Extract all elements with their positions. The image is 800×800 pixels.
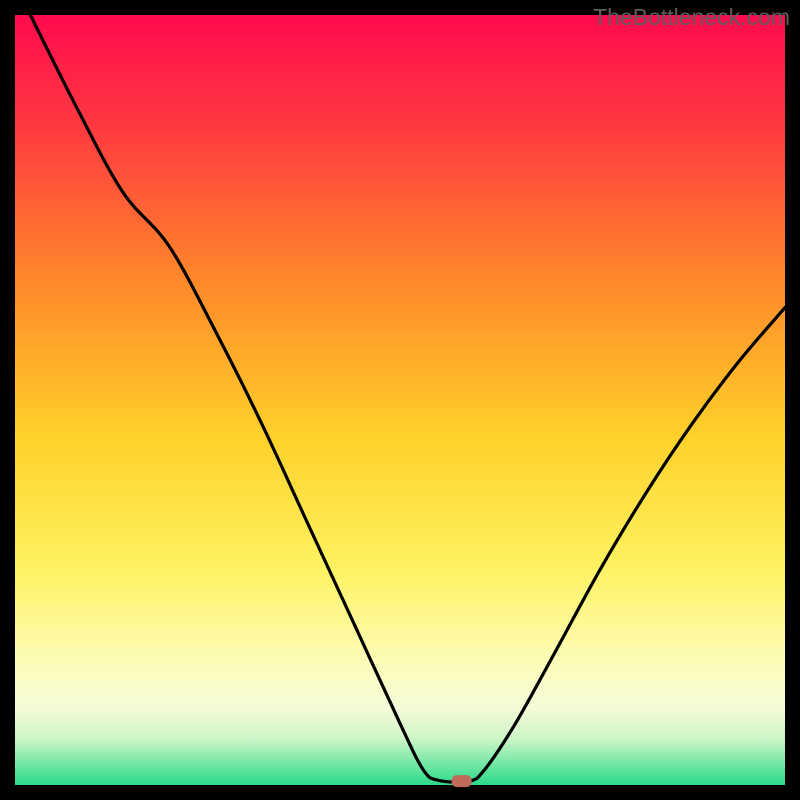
gradient-background	[15, 15, 785, 785]
bottleneck-chart: TheBottleneck.com	[0, 0, 800, 800]
watermark-text: TheBottleneck.com	[593, 4, 790, 31]
optimal-point-marker	[452, 775, 472, 787]
chart-svg	[0, 0, 800, 800]
